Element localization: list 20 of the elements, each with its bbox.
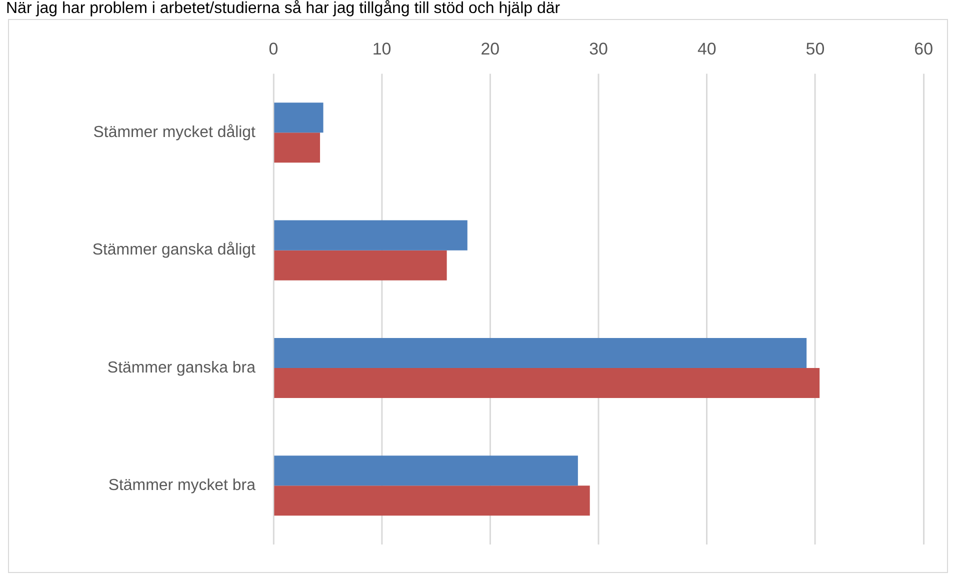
x-tick-label: 40 <box>697 39 716 58</box>
bar <box>274 368 820 398</box>
bar <box>274 338 807 368</box>
bar <box>274 486 590 516</box>
x-tick-label: 60 <box>914 39 934 58</box>
x-tick-label: 10 <box>372 39 392 58</box>
x-tick-label: 20 <box>480 39 500 58</box>
y-tick-label: Stämmer mycket dåligt <box>93 124 256 142</box>
y-tick-label: Stämmer ganska bra <box>107 359 256 376</box>
x-tick-label: 0 <box>268 39 278 58</box>
x-tick-label: 50 <box>806 39 825 58</box>
bar <box>274 456 578 486</box>
y-tick-label: Stämmer ganska dåligt <box>92 242 256 259</box>
bar <box>274 250 447 280</box>
chart-title: När jag har problem i arbetet/studierna så har jag tillgång till stöd och hjälp där <box>6 0 560 18</box>
bar <box>274 220 468 250</box>
bar <box>274 132 320 163</box>
x-tick-label: 30 <box>589 39 608 58</box>
y-tick-label: Stämmer mycket bra <box>108 477 256 494</box>
bar <box>274 102 324 133</box>
